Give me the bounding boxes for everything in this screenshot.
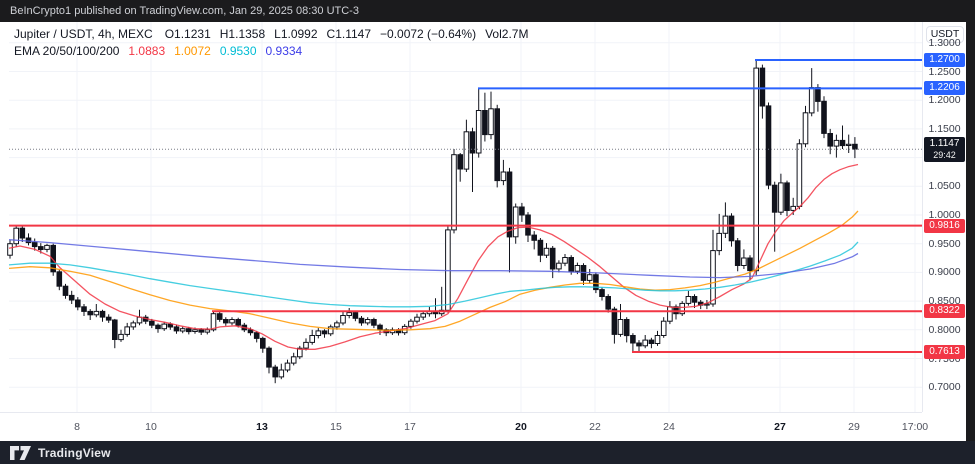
time-axis-label: 10: [145, 421, 157, 433]
time-axis-label: 20: [515, 421, 527, 433]
ema-indicator-label[interactable]: EMA 20/50/100/200: [14, 44, 120, 58]
ema-value: 0.9530: [219, 44, 257, 58]
level-price-badge: 0.8322: [924, 304, 965, 319]
time-axis-label: 24: [663, 421, 675, 433]
price-axis[interactable]: USDT 1.3000 1.2500 1.2000 1.1500 1.0500 1.000…: [922, 22, 967, 412]
chart-legend: Jupiter / USDT, 4h, MEXC O1.1231 H1.1358 L1…: [14, 27, 537, 61]
ohlc-token: H1.1358: [219, 27, 266, 41]
price-chart[interactable]: [0, 22, 966, 441]
attribution-text: BeInCrypto1 published on TradingView.com…: [10, 5, 359, 17]
price-axis-label: 1.2500: [928, 65, 961, 78]
time-axis-label: 13: [256, 421, 268, 433]
time-axis-label: 17:00: [901, 421, 929, 433]
tradingview-wordmark[interactable]: TradingView: [38, 445, 111, 460]
time-axis-label: 17: [404, 421, 416, 433]
price-axis-label: 1.0000: [928, 209, 961, 221]
time-axis[interactable]: 8 10 13 15 17 20 22 24 27 29 17:00: [0, 412, 928, 442]
current-price-badge: 1.1147 29:42: [924, 136, 965, 162]
price-axis-label: 1.0500: [928, 180, 961, 193]
ema-value: 1.0072: [174, 44, 211, 58]
tradingview-logo-icon[interactable]: [10, 445, 31, 460]
time-axis-label: 27: [774, 421, 786, 433]
currency-toggle[interactable]: USDT: [926, 26, 964, 43]
attribution-bar: BeInCrypto1 published on TradingView.com…: [0, 0, 975, 22]
price-axis-label: 1.1500: [928, 122, 961, 135]
right-margin: [966, 0, 975, 464]
time-axis-label: 29: [848, 421, 860, 433]
ohlc-token: −0.0072 (−0.64%): [380, 27, 477, 41]
level-price-badge: 1.2206: [924, 81, 965, 96]
price-axis-label: 1.2000: [928, 94, 961, 107]
time-axis-label: 15: [330, 421, 342, 433]
level-price-badge: 1.2700: [924, 53, 965, 68]
chart-surface[interactable]: Jupiter / USDT, 4h, MEXC O1.1231 H1.1358 L1…: [0, 22, 967, 442]
legend-ema-row: EMA 20/50/100/200 1.0883 1.0072 0.9530 0.933…: [14, 44, 537, 59]
footer-bar: TradingView: [0, 441, 975, 464]
price-axis-label: 0.8500: [928, 295, 961, 308]
level-price-badge: 0.9816: [924, 218, 965, 233]
ohlc-token: L1.0992: [274, 27, 318, 41]
time-axis-label: 8: [74, 421, 80, 433]
ohlc-token: O1.1231: [164, 27, 211, 41]
price-axis-label: 0.9000: [928, 266, 961, 279]
ohlc-token: Vol2.7M: [485, 27, 529, 41]
ema-value: 1.0883: [128, 44, 166, 58]
price-axis-label: 0.8000: [928, 323, 961, 336]
candle-countdown: 29:42: [933, 149, 956, 160]
price-axis-label: 0.9500: [928, 237, 961, 250]
legend-ohlc-row: Jupiter / USDT, 4h, MEXC O1.1231 H1.1358 L1…: [14, 27, 537, 42]
ohlc-token: C1.1147: [326, 27, 372, 41]
price-axis-label: 0.7000: [928, 381, 961, 394]
time-axis-label: 22: [589, 421, 601, 433]
level-price-badge: 0.7613: [924, 345, 965, 359]
ema-value: 0.9334: [265, 44, 303, 58]
price-axis-label: 1.3000: [928, 36, 961, 49]
symbol-title[interactable]: Jupiter / USDT, 4h, MEXC: [14, 27, 153, 41]
